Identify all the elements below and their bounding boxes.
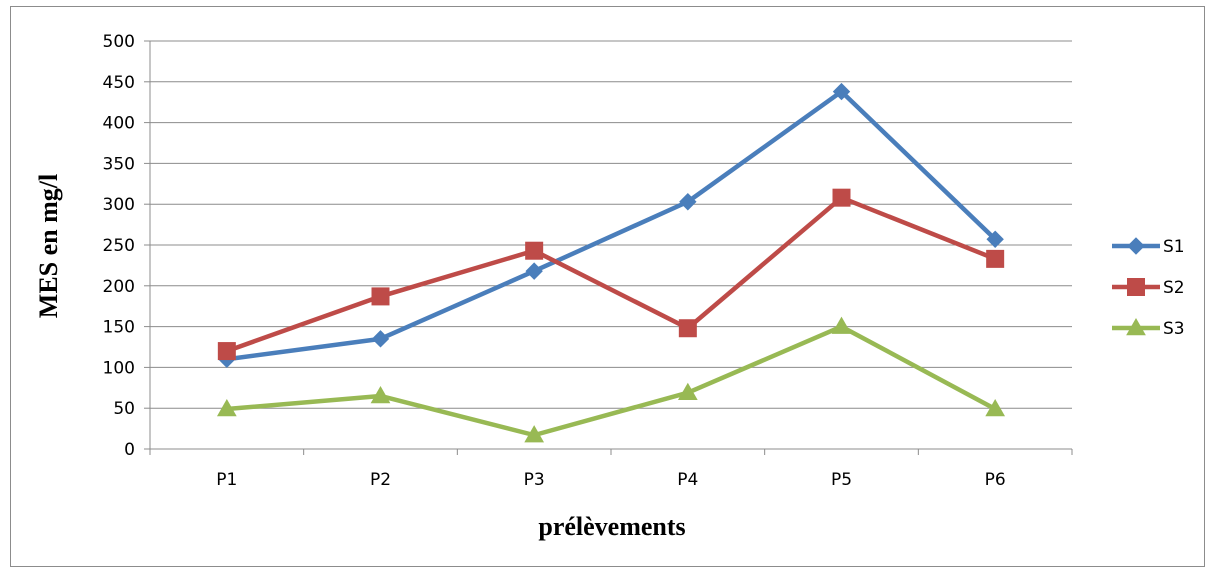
legend-swatch-marker (1127, 278, 1145, 296)
y-tick-labels: 0 50 100 150 200 250 300 350 400 450 500 (103, 32, 135, 460)
legend-item-s1: S1 (1112, 237, 1185, 257)
data-point-s3 (677, 382, 698, 400)
x-tick-label: P1 (216, 470, 237, 490)
series-line-s1 (226, 89, 997, 362)
x-tick-label: P6 (985, 470, 1006, 490)
data-point-s3 (831, 316, 852, 334)
x-tick-label: P2 (370, 470, 391, 490)
data-point-s2 (832, 188, 851, 207)
data-point-s2 (217, 342, 236, 361)
series-s2 (217, 188, 1005, 361)
data-point-s2 (525, 241, 544, 260)
data-point-s1 (986, 230, 1004, 248)
series-s3 (216, 316, 1006, 443)
y-tick-label: 0 (124, 440, 135, 460)
data-point-s1 (525, 262, 543, 280)
legend-label: S1 (1163, 237, 1185, 257)
data-point-s3 (216, 399, 237, 417)
data-point-s3 (524, 425, 545, 443)
legend-label: S3 (1163, 319, 1185, 339)
y-tick-label: 50 (113, 399, 135, 419)
series-line-s3 (226, 324, 997, 438)
y-tick-label: 500 (103, 32, 135, 52)
y-tick-label: 350 (103, 154, 135, 174)
data-point-s2 (986, 249, 1005, 268)
series-s1 (218, 82, 1004, 368)
legend-item-s3: S3 (1112, 317, 1185, 339)
data-point-s2 (371, 287, 390, 306)
series-line-s2 (226, 195, 996, 354)
data-point-s3 (985, 399, 1006, 417)
x-axis-title: prélèvements (538, 512, 685, 541)
data-point-s1 (679, 193, 697, 211)
y-tick-label: 250 (103, 236, 135, 256)
legend-label: S2 (1163, 278, 1185, 298)
legend: S1 S2 S3 (1112, 237, 1185, 339)
axes (144, 40, 1073, 455)
data-point-s3 (370, 385, 391, 404)
y-tick-label: 150 (103, 318, 135, 338)
legend-swatch-marker (1126, 317, 1146, 336)
x-tick-labels: P1 P2 P3 P4 P5 P6 (216, 470, 1005, 490)
data-point-s1 (832, 82, 851, 101)
series-lines (216, 82, 1006, 443)
y-axis-title: MES en mg/l (34, 174, 63, 318)
y-tick-label: 100 (103, 358, 135, 378)
x-tick-label: P4 (677, 470, 698, 490)
legend-item-s2: S2 (1112, 278, 1185, 298)
legend-swatch-marker (1127, 237, 1145, 255)
y-tick-label: 400 (103, 114, 135, 134)
y-tick-label: 200 (103, 277, 135, 297)
y-tick-label: 450 (103, 73, 135, 93)
x-tick-label: P3 (524, 470, 545, 490)
y-tick-label: 300 (103, 195, 135, 215)
x-tick-label: P5 (831, 470, 852, 490)
data-point-s1 (371, 330, 390, 348)
data-point-s2 (678, 319, 697, 338)
